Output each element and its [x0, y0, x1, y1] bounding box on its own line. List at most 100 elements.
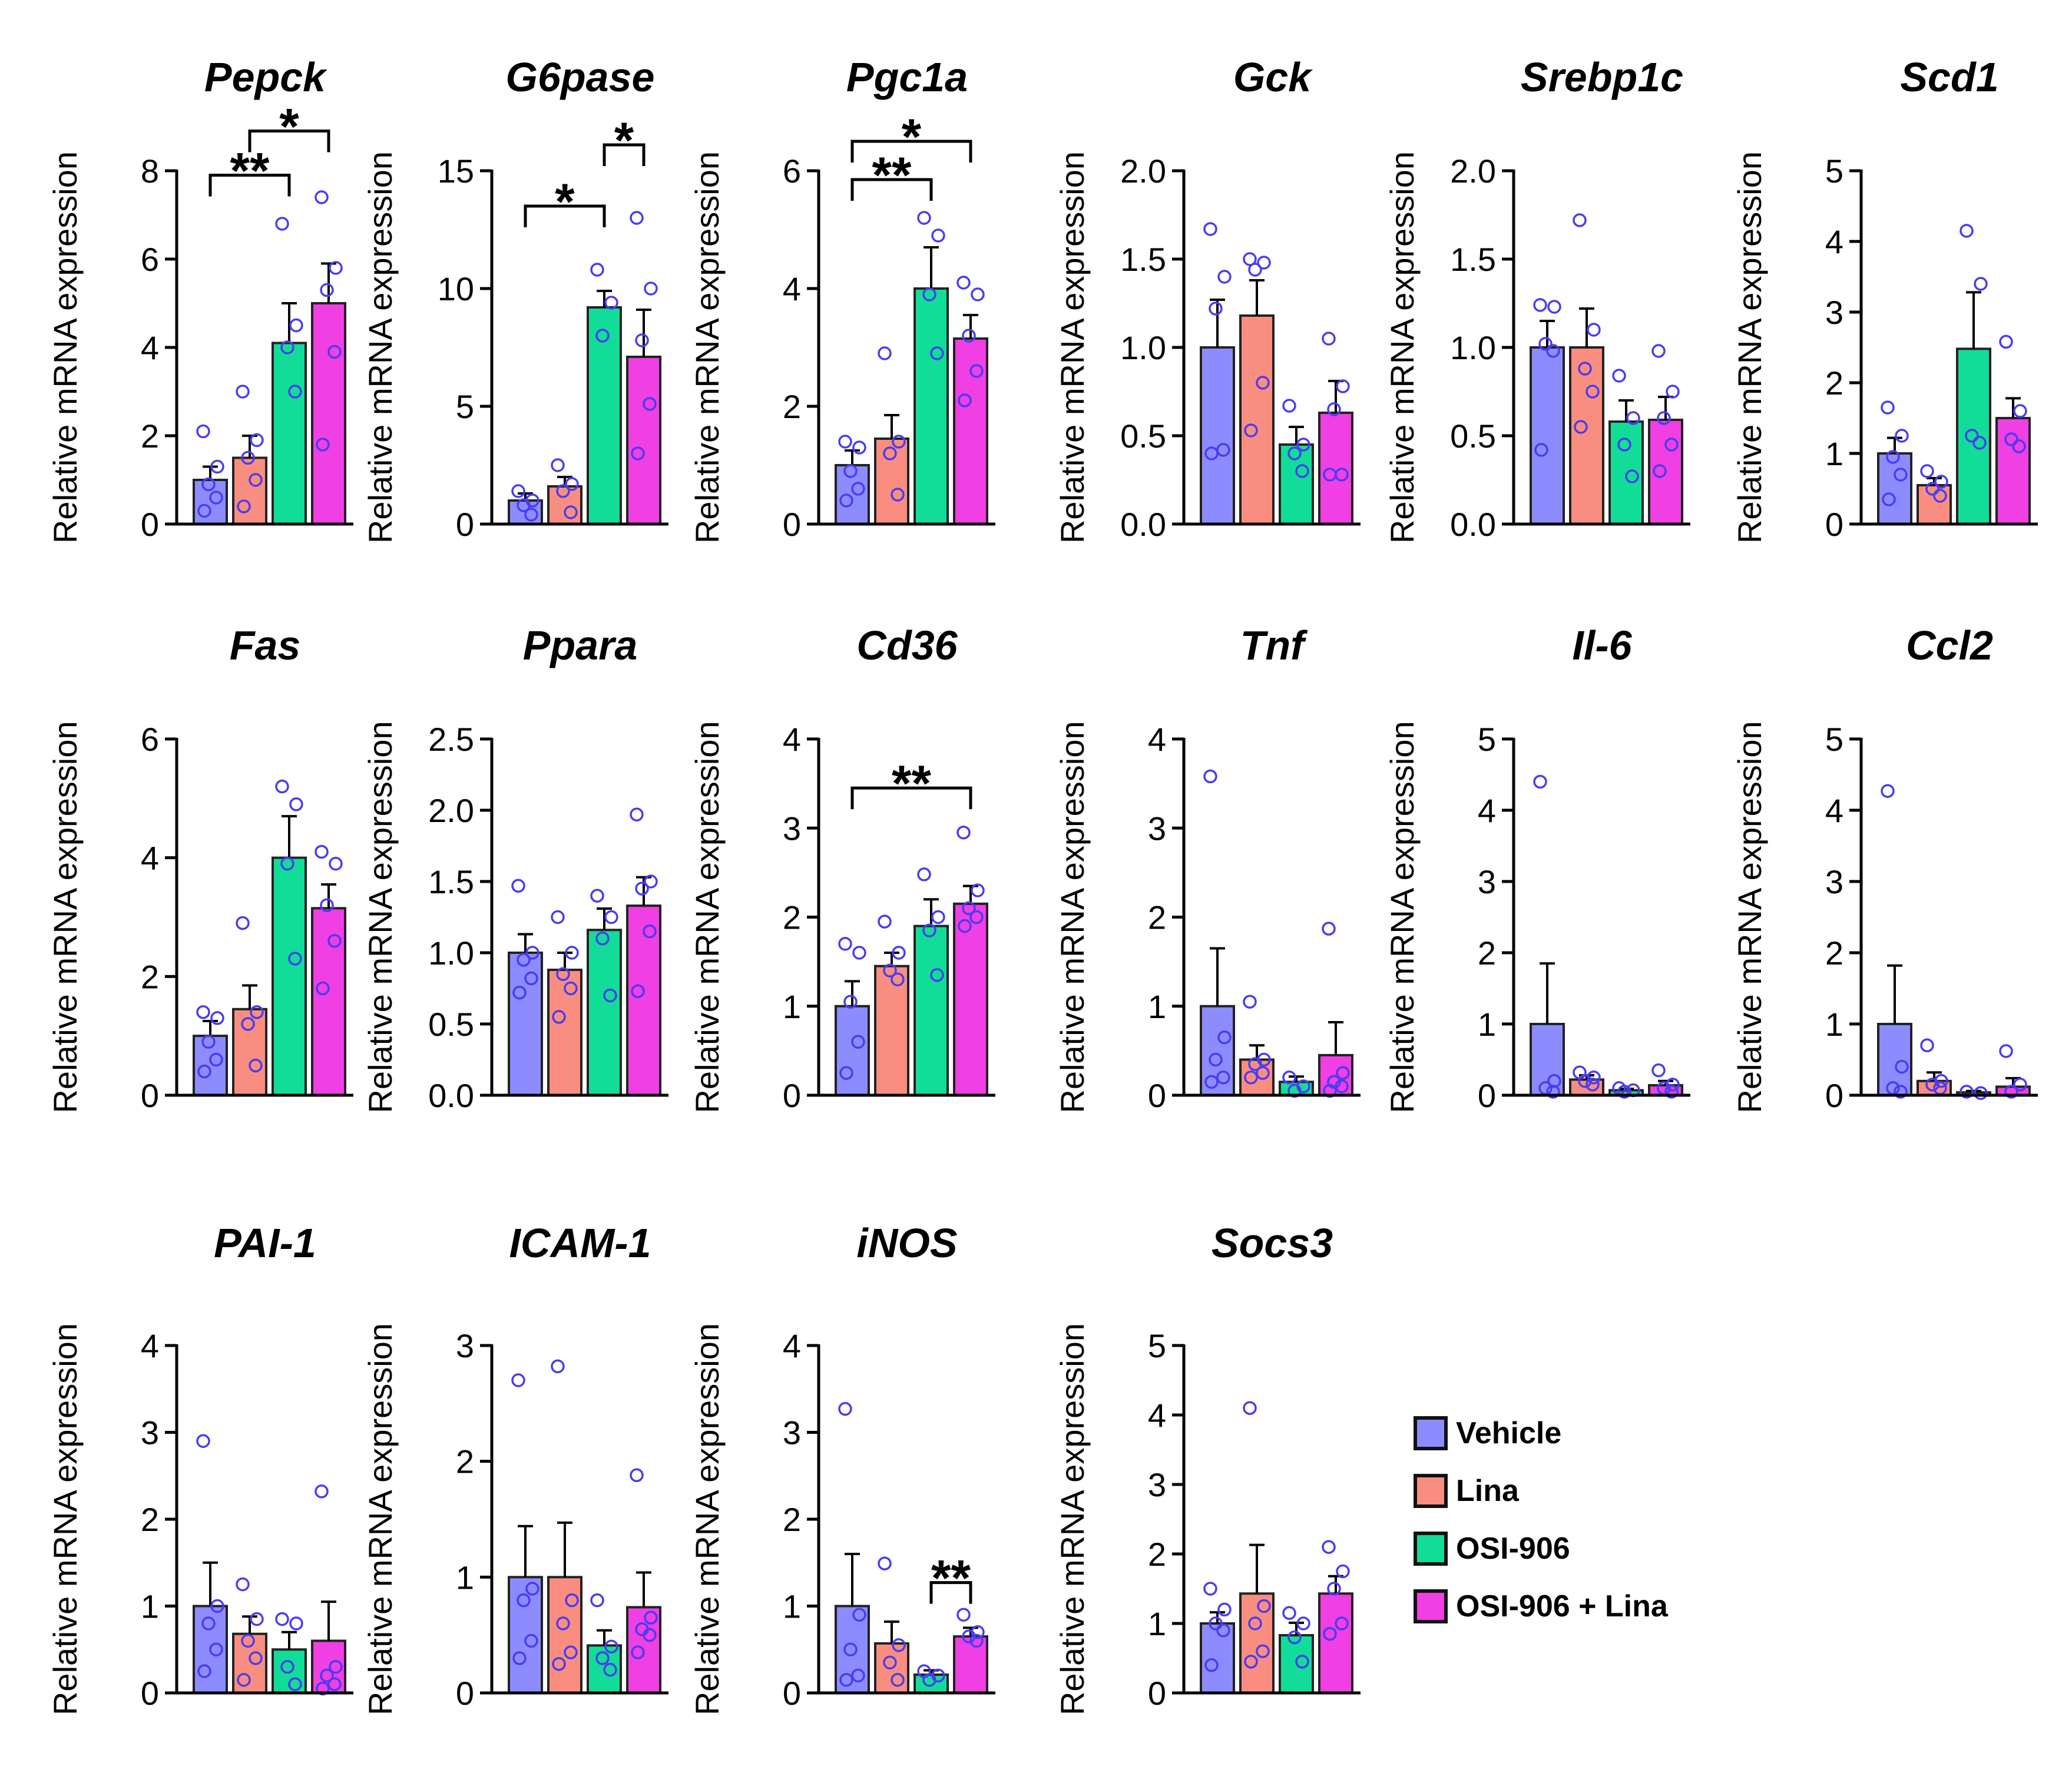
- legend-swatch-osi906: [1414, 1532, 1448, 1566]
- data-point: [525, 946, 539, 960]
- y-tick-label: 0: [141, 1675, 159, 1712]
- data-point: [551, 910, 565, 924]
- panel-cd36: Cd36 Relative mRNA expression 0 1 2 3 4 **: [689, 622, 995, 1114]
- data-point: [1974, 277, 1988, 291]
- data-point: [930, 346, 944, 360]
- data-point: [590, 1593, 604, 1608]
- y-tick-label: 1.0: [1450, 329, 1496, 366]
- data-point: [327, 934, 342, 948]
- data-point: [551, 1359, 565, 1374]
- data-point: [210, 1599, 224, 1613]
- data-point: [630, 1468, 644, 1483]
- data-point: [643, 1628, 657, 1642]
- data-point: [289, 318, 303, 333]
- y-tick-label: 0: [783, 1077, 801, 1114]
- data-point: [1287, 1630, 1302, 1645]
- y-tick-label: 0: [1825, 506, 1843, 543]
- data-point: [971, 883, 985, 897]
- data-point: [969, 1633, 984, 1648]
- data-point: [1295, 1655, 1309, 1669]
- y-tick-label: 4: [783, 721, 801, 758]
- y-axis-label: Relative mRNA expression: [47, 151, 84, 544]
- data-point: [288, 1677, 302, 1691]
- y-axis-label: Relative mRNA expression: [362, 721, 399, 1113]
- y-tick-label: 2: [141, 1501, 159, 1538]
- legend: Vehicle Lina OSI-906 OSI-906 + Lina: [1414, 1404, 1668, 1635]
- panel-fas: Fas Relative mRNA expression 0 2 4 6: [47, 622, 353, 1114]
- y-axis-label: Relative mRNA expression: [1054, 1323, 1091, 1715]
- y-tick-label: 0: [1148, 1077, 1166, 1114]
- data-point: [1243, 995, 1257, 1009]
- data-point: [1209, 1052, 1223, 1067]
- y-tick-label: 4: [141, 840, 159, 877]
- legend-label-lina: Lina: [1456, 1474, 1519, 1508]
- y-tick-label: 0: [1148, 1675, 1166, 1712]
- y-tick-label: 1.0: [1120, 329, 1166, 366]
- data-point: [852, 440, 866, 455]
- data-point: [643, 397, 657, 411]
- significance-label: **: [892, 755, 931, 812]
- data-point: [564, 981, 578, 996]
- data-point: [1244, 423, 1258, 438]
- y-tick-label: 2: [783, 1501, 801, 1538]
- data-point: [512, 986, 527, 1000]
- data-point: [209, 491, 223, 505]
- data-point: [1574, 420, 1588, 434]
- y-tick-label: 2: [141, 958, 159, 995]
- data-point: [1920, 464, 1934, 478]
- y-tick-label: 2.0: [1120, 153, 1166, 190]
- bar-vehicle: [193, 479, 228, 525]
- data-point: [2013, 404, 2027, 418]
- y-tick-label: 4: [1148, 721, 1166, 758]
- panel-title: Ppara: [523, 622, 638, 668]
- y-tick-label: 1: [1148, 1605, 1166, 1642]
- data-point: [1965, 429, 1979, 443]
- data-point: [1287, 446, 1302, 460]
- data-point: [878, 914, 892, 929]
- panel-pgc1a: Pgc1a Relative mRNA expression 0 2 4 6 ***: [689, 54, 995, 544]
- significance-bracket: [850, 786, 972, 810]
- y-tick-label: 2: [1148, 1536, 1166, 1573]
- data-point: [1651, 344, 1666, 358]
- data-point: [851, 1668, 865, 1683]
- panel-srebp1c: Srebp1c Relative mRNA expression 0.0 0.5 1.0…: [1383, 54, 1690, 544]
- data-point: [249, 473, 263, 487]
- data-point: [969, 910, 984, 924]
- y-axis-label: Relative mRNA expression: [47, 1323, 84, 1715]
- y-tick-label: 4: [783, 1327, 801, 1364]
- data-point: [956, 1608, 971, 1622]
- data-point: [1617, 438, 1631, 452]
- data-point: [327, 1677, 342, 1691]
- data-point: [565, 1593, 579, 1608]
- data-point: [1920, 1038, 1934, 1053]
- data-point: [1209, 1616, 1223, 1631]
- y-tick-label: 3: [1478, 863, 1496, 900]
- data-point: [1578, 362, 1592, 376]
- y-tick-label: 6: [783, 153, 801, 190]
- data-point: [1204, 1658, 1219, 1672]
- data-point: [590, 889, 604, 903]
- data-point: [962, 1629, 976, 1643]
- data-point: [1612, 369, 1626, 383]
- data-point: [315, 190, 329, 204]
- legend-label-osi906-lina: OSI-906 + Lina: [1456, 1589, 1668, 1623]
- data-point: [931, 910, 945, 924]
- data-point: [329, 857, 343, 871]
- data-point: [517, 498, 531, 512]
- data-point: [329, 1660, 343, 1674]
- data-point: [1651, 1063, 1666, 1078]
- y-axis-label: Relative mRNA expression: [362, 151, 399, 544]
- bar-vehicle: [1200, 346, 1235, 525]
- data-point: [851, 482, 865, 496]
- data-point: [237, 499, 251, 513]
- bar-osi-906: [587, 306, 622, 525]
- y-tick-label: 3: [1148, 1466, 1166, 1503]
- panel-title: Pepck: [204, 54, 327, 100]
- data-point: [1666, 1078, 1680, 1092]
- data-point: [565, 946, 579, 960]
- significance-bracket: [929, 1581, 972, 1604]
- data-point: [852, 946, 866, 960]
- data-point: [1296, 1616, 1310, 1631]
- data-point: [564, 505, 578, 519]
